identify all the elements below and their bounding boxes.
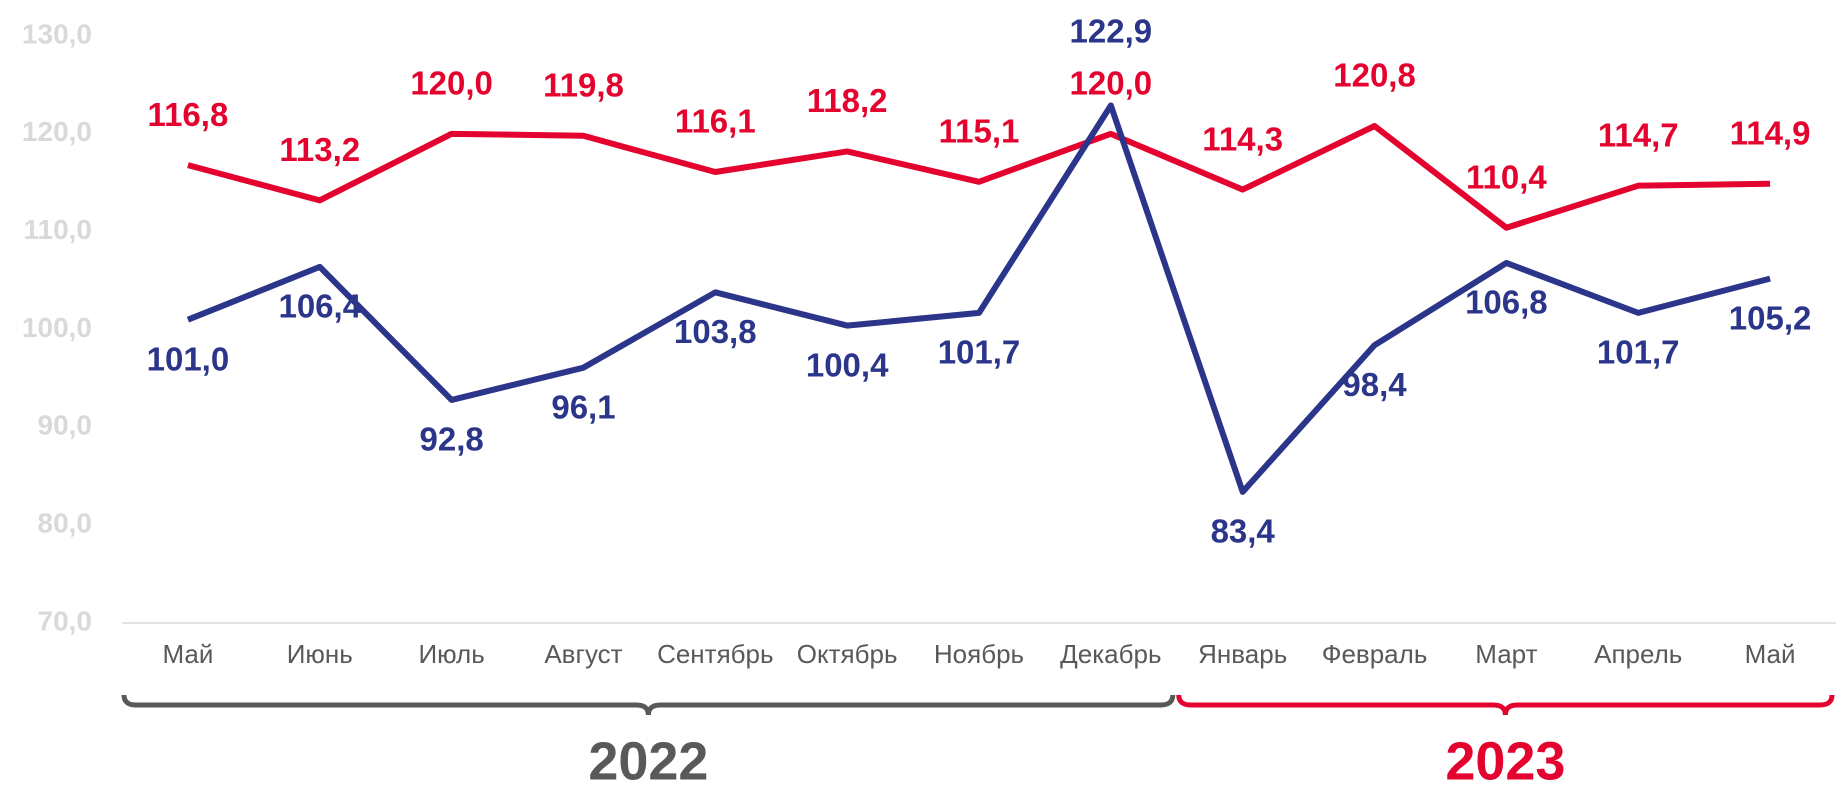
year-label: 2023 bbox=[1445, 731, 1565, 785]
data-label: 103,8 bbox=[674, 313, 757, 350]
x-tick-label: Ноябрь bbox=[934, 639, 1024, 669]
data-label: 114,9 bbox=[1730, 114, 1811, 151]
data-label: 114,3 bbox=[1202, 120, 1283, 157]
data-label: 119,8 bbox=[543, 67, 624, 104]
data-label: 120,0 bbox=[410, 65, 493, 102]
data-label: 101,7 bbox=[1597, 334, 1680, 371]
data-label: 101,7 bbox=[938, 334, 1021, 371]
x-tick-label: Октябрь bbox=[797, 639, 898, 669]
y-tick-label: 70,0 bbox=[38, 605, 93, 636]
data-label: 98,4 bbox=[1342, 366, 1407, 403]
y-tick-label: 90,0 bbox=[38, 410, 93, 441]
data-label: 120,0 bbox=[1070, 65, 1153, 102]
data-label: 83,4 bbox=[1211, 513, 1276, 550]
data-label: 96,1 bbox=[551, 388, 615, 425]
data-label: 116,8 bbox=[148, 96, 229, 133]
x-tick-label: Май bbox=[162, 639, 213, 669]
data-label: 120,8 bbox=[1333, 57, 1416, 94]
x-tick-label: Май bbox=[1745, 639, 1796, 669]
x-tick-label: Февраль bbox=[1322, 639, 1428, 669]
data-label: 92,8 bbox=[419, 421, 483, 458]
data-label: 106,8 bbox=[1465, 284, 1548, 321]
data-label: 114,7 bbox=[1598, 116, 1679, 153]
data-label: 100,4 bbox=[806, 346, 889, 383]
data-label: 101,0 bbox=[147, 340, 230, 377]
year-label: 2022 bbox=[588, 731, 708, 785]
x-tick-label: Июнь bbox=[287, 639, 353, 669]
data-label: 106,4 bbox=[278, 288, 361, 325]
data-label: 115,1 bbox=[939, 112, 1020, 149]
x-tick-label: Март bbox=[1475, 639, 1537, 669]
x-tick-label: Сентябрь bbox=[657, 639, 773, 669]
y-tick-label: 80,0 bbox=[38, 508, 93, 539]
y-tick-label: 130,0 bbox=[22, 18, 92, 49]
data-label: 122,9 bbox=[1070, 13, 1153, 50]
year-bracket bbox=[121, 694, 1176, 716]
y-tick-label: 110,0 bbox=[23, 214, 92, 245]
data-label: 116,1 bbox=[675, 103, 756, 140]
x-tick-label: Декабрь bbox=[1060, 639, 1161, 669]
data-label: 113,2 bbox=[279, 131, 360, 168]
y-tick-label: 120,0 bbox=[22, 116, 92, 147]
series-line bbox=[186, 102, 1771, 495]
data-label: 110,4 bbox=[1466, 158, 1547, 195]
x-tick-label: Июль bbox=[418, 639, 484, 669]
series-line bbox=[187, 123, 1771, 231]
data-label: 105,2 bbox=[1729, 299, 1812, 336]
x-tick-label: Январь bbox=[1198, 639, 1287, 669]
x-tick-label: Апрель bbox=[1594, 639, 1682, 669]
x-tick-label: Август bbox=[544, 639, 622, 669]
data-label: 118,2 bbox=[807, 82, 888, 119]
y-tick-label: 100,0 bbox=[22, 312, 92, 343]
year-bracket bbox=[1176, 694, 1835, 716]
